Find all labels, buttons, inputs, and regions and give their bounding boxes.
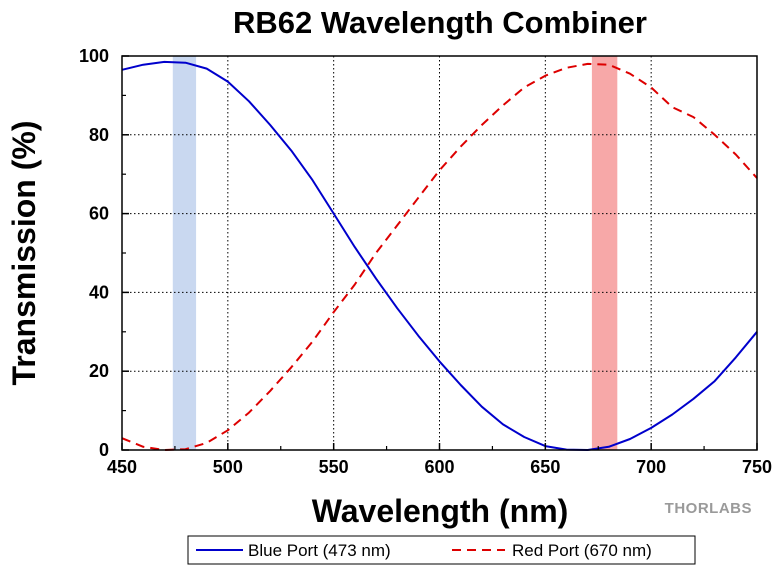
y-tick-label: 60: [89, 204, 109, 224]
highlight-band-0: [172, 56, 197, 450]
thorlabs-logo: THORLABS: [665, 500, 752, 517]
legend-label-blue-port: Blue Port (473 nm): [248, 541, 391, 560]
x-tick-label: 550: [319, 457, 349, 477]
legend-label-red-port: Red Port (670 nm): [512, 541, 652, 560]
y-tick-label: 80: [89, 125, 109, 145]
x-tick-label: 500: [213, 457, 243, 477]
grid-lines: [122, 56, 757, 450]
y-tick-label: 20: [89, 361, 109, 381]
highlight-band-1: [591, 56, 618, 450]
highlight-bands: [172, 56, 618, 450]
series-line-0: [121, 60, 758, 451]
x-tick-label: 600: [424, 457, 454, 477]
x-axis-title: Wavelength (nm): [312, 493, 569, 529]
series-layer: [121, 60, 758, 451]
axis-ticks: 450 500 550 600 650 700 750 0 20 40 60 80 100: [79, 46, 772, 477]
series-line-1: [121, 62, 758, 451]
y-tick-label: 40: [89, 282, 109, 302]
legend-box: [187, 535, 696, 565]
y-axis-title: Transmission (%): [6, 121, 42, 386]
x-tick-label: 450: [107, 457, 137, 477]
y-tick-label: 0: [99, 440, 109, 460]
x-tick-label: 750: [742, 457, 772, 477]
x-tick-label: 700: [636, 457, 666, 477]
x-tick-label: 650: [530, 457, 560, 477]
chart-title: RB62 Wavelength Combiner: [233, 5, 647, 40]
y-tick-label: 100: [79, 46, 109, 66]
legend: Blue Port (473 nm) Red Port (670 nm): [187, 535, 696, 565]
